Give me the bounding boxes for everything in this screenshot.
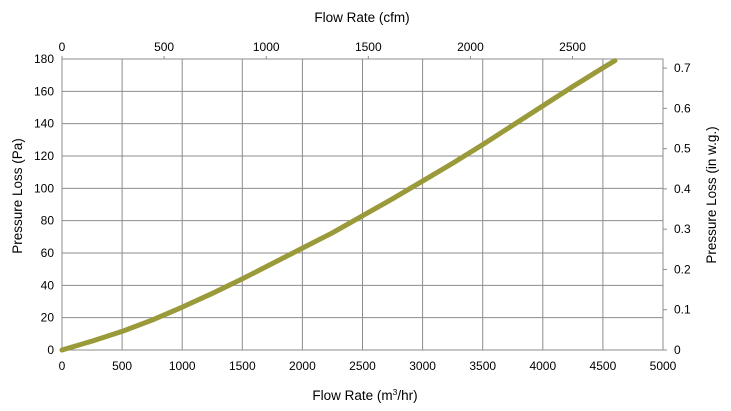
x-tick-label: 2500 bbox=[349, 359, 376, 373]
y2-tick-label: 0.5 bbox=[674, 142, 691, 156]
x-tick-label: 5000 bbox=[650, 359, 677, 373]
y-tick-label: 160 bbox=[34, 84, 54, 98]
x2-tick-label: 1500 bbox=[355, 40, 382, 54]
x-tick-label: 0 bbox=[59, 359, 66, 373]
axis-tick-labels: 0 500 1000 1500 2000 2500 3000 3500 4000 4500 5000… bbox=[34, 40, 691, 373]
x-tick-label: 500 bbox=[112, 359, 132, 373]
y2-tick-label: 0 bbox=[674, 343, 681, 357]
x-tick-label: 4000 bbox=[529, 359, 556, 373]
bottom-axis-title: Flow Rate (m3/hr) bbox=[312, 387, 417, 403]
series-layer bbox=[59, 58, 618, 353]
x-tick-label: 4500 bbox=[590, 359, 617, 373]
y-tick-label: 20 bbox=[41, 311, 55, 325]
y2-tick-label: 0.7 bbox=[674, 61, 691, 75]
y-tick-label: 40 bbox=[41, 278, 55, 292]
y-tick-label: 120 bbox=[34, 149, 54, 163]
y-tick-label: 0 bbox=[47, 343, 54, 357]
y-tick-label: 180 bbox=[34, 52, 54, 66]
y2-tick-label: 0.4 bbox=[674, 182, 691, 196]
x-tick-label: 1500 bbox=[229, 359, 256, 373]
left-axis-title: Pressure Loss (Pa) bbox=[10, 138, 25, 254]
y2-tick-label: 0.1 bbox=[674, 303, 691, 317]
x-tick-label: 2000 bbox=[289, 359, 316, 373]
x2-tick-label: 2500 bbox=[559, 40, 586, 54]
y-tick-label: 140 bbox=[34, 117, 54, 131]
x2-tick-label: 0 bbox=[59, 40, 66, 54]
x-tick-label: 3500 bbox=[469, 359, 496, 373]
y-tick-label: 100 bbox=[34, 181, 54, 195]
right-axis-title: Pressure Loss (in w.g.) bbox=[704, 126, 719, 263]
x2-tick-label: 1000 bbox=[253, 40, 280, 54]
y-tick-label: 80 bbox=[41, 214, 55, 228]
x-tick-label: 1000 bbox=[169, 359, 196, 373]
top-axis-title: Flow Rate (cfm) bbox=[314, 10, 409, 25]
y-tick-label: 60 bbox=[41, 246, 55, 260]
y2-tick-label: 0.6 bbox=[674, 101, 691, 115]
pressure-loss-series-line bbox=[59, 58, 618, 353]
plot-area-border bbox=[61, 58, 664, 351]
x2-tick-label: 500 bbox=[154, 40, 174, 54]
y2-tick-label: 0.2 bbox=[674, 262, 691, 276]
x2-tick-label: 2000 bbox=[457, 40, 484, 54]
x-tick-label: 3000 bbox=[409, 359, 436, 373]
y2-tick-label: 0.3 bbox=[674, 222, 691, 236]
